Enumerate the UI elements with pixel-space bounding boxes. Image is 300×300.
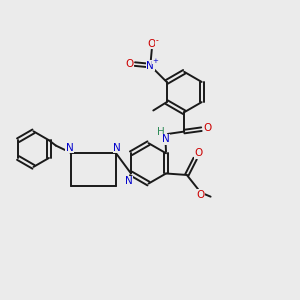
Text: N: N [146, 61, 154, 70]
Text: N: N [66, 142, 74, 153]
Text: -: - [156, 36, 158, 45]
Text: O: O [204, 123, 212, 133]
Text: N: N [162, 134, 169, 144]
Text: O: O [125, 59, 134, 69]
Text: O: O [195, 148, 203, 158]
Text: +: + [152, 58, 158, 64]
Text: O: O [196, 190, 205, 200]
Text: H: H [158, 127, 165, 136]
Text: O: O [148, 39, 156, 49]
Text: N: N [113, 142, 121, 153]
Text: N: N [125, 176, 133, 186]
